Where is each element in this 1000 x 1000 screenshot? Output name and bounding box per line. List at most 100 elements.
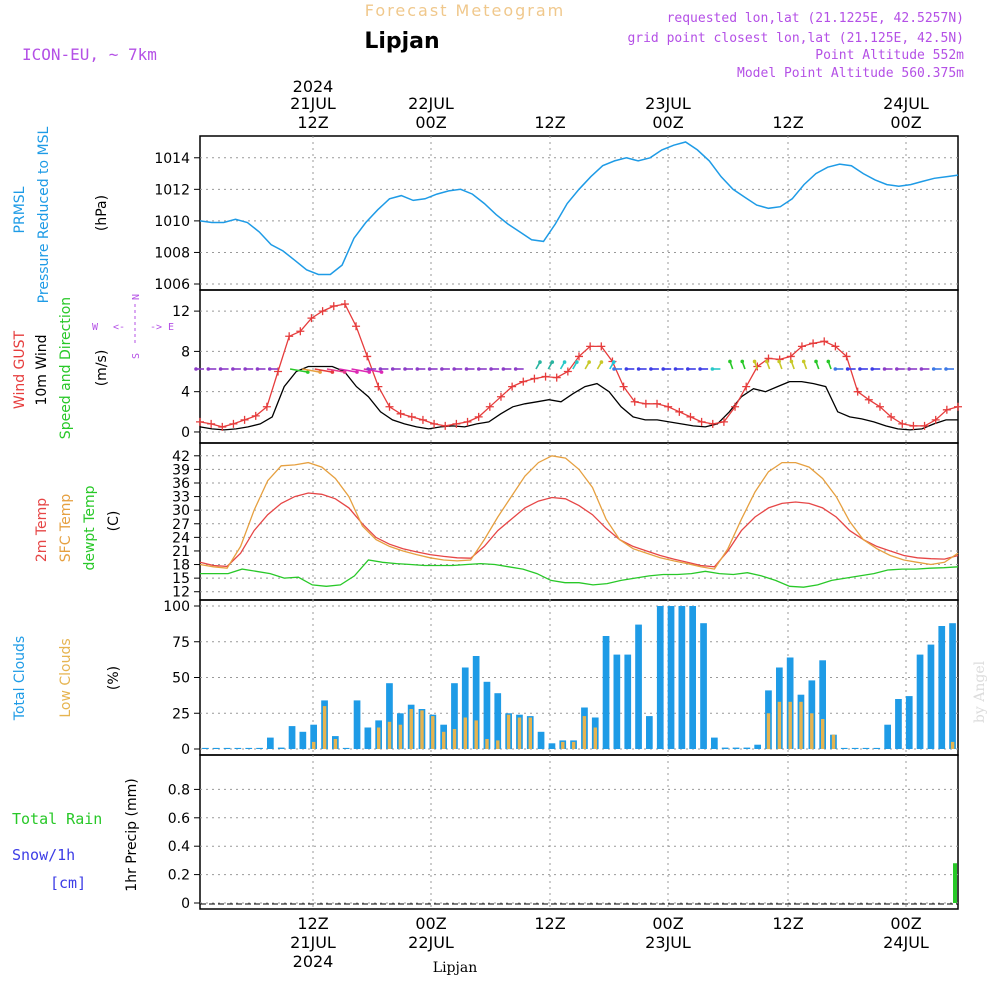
wind-arrowhead-10 (342, 370, 347, 374)
gust-point-68 (954, 402, 962, 411)
ytick-label-pressure-1: 1008 (154, 245, 190, 261)
gust-point-25 (474, 412, 483, 421)
low-cloud-bar-29 (517, 717, 522, 749)
total-cloud-bar-64 (895, 699, 902, 749)
wind-arrowhead-2 (218, 367, 223, 371)
gust-point-2 (218, 422, 227, 431)
ytick-label-clouds-3: 75 (172, 635, 190, 651)
total-clouds-label: Total Clouds (12, 636, 28, 721)
total-cloud-bar-32 (548, 743, 556, 749)
clouds-unit: (%) (106, 666, 122, 690)
total-cloud-bar-62 (873, 747, 881, 749)
gust-point-8 (285, 332, 294, 341)
location-title: Lipjan (364, 29, 439, 54)
low-cloud-bar-23 (452, 729, 457, 749)
wind-arrowhead-22 (464, 367, 469, 371)
gust-point-33 (563, 367, 572, 376)
gust-point-11 (318, 307, 327, 316)
sfc-temp-label: SFC Temp (58, 494, 74, 563)
model-point-altitude: Model Point Altitude 560.375m (737, 66, 964, 81)
total-cloud-bar-8 (288, 726, 296, 749)
wind-arrowhead-37 (649, 367, 653, 371)
footer-location: Lipjan (433, 960, 477, 976)
gust-point-15 (363, 352, 372, 361)
total-cloud-bar-68 (938, 626, 946, 749)
gust-point-55 (809, 339, 818, 348)
ytick-label-temperature-9: 39 (172, 462, 190, 478)
gust-point-66 (931, 415, 940, 424)
gridlines (200, 136, 958, 909)
ytick-label-clouds-2: 50 (172, 671, 190, 687)
gust-point-38 (619, 382, 628, 391)
total-cloud-bar-1 (212, 747, 220, 749)
total-cloud-bar-46 (700, 623, 707, 749)
total-cloud-bar-60 (851, 747, 859, 749)
gust-point-10 (307, 314, 316, 323)
wind-arrowhead-54 (858, 367, 862, 371)
gust-point-49 (742, 382, 751, 391)
wind-arrowhead-0 (194, 367, 198, 371)
dew-line (200, 559, 959, 588)
wind-arrowhead-39 (673, 367, 678, 371)
total-cloud-bar-39 (624, 654, 632, 749)
total-cloud-bar-14 (353, 700, 361, 749)
total-cloud-bar-41 (646, 716, 653, 749)
watermark: by Angel (972, 660, 988, 723)
low-cloud-bar-34 (571, 741, 576, 749)
gust-point-56 (820, 337, 829, 346)
total-cloud-bar-49 (732, 747, 740, 749)
rain-bar-0 (953, 863, 957, 903)
wind-arrowhead-27 (538, 360, 542, 364)
requested-coordinates: requested lon,lat (21.1225E, 42.5257N) (667, 11, 964, 26)
gust-point-48 (731, 402, 740, 411)
ytick-label-pressure-3: 1012 (154, 182, 190, 198)
gust-point-46 (708, 419, 717, 428)
wind-arrowhead-30 (575, 360, 579, 364)
total-cloud-bar-43 (667, 606, 675, 749)
wind-arrowhead-46 (765, 359, 769, 364)
panel-frame-temperature (199, 442, 959, 601)
ytick-label-pressure-4: 1014 (154, 151, 190, 167)
total-cloud-bar-0 (202, 747, 209, 749)
ytick-label-precip-2: 0.4 (168, 839, 190, 855)
rain-label: Total Rain (12, 810, 102, 828)
wind-arrow-11 (339, 368, 358, 373)
low-cloud-bar-57 (821, 719, 825, 749)
bottom-date-5: 24JUL (883, 933, 929, 952)
gust-point-1 (207, 419, 216, 428)
ytick-label-temperature-5: 27 (172, 517, 190, 533)
total-cloud-bar-67 (927, 644, 935, 749)
total-cloud-bar-69 (949, 623, 956, 749)
gust-point-59 (853, 387, 862, 396)
ytick-label-clouds-1: 25 (172, 706, 190, 722)
gust-point-60 (864, 395, 873, 404)
wind-arrowhead-11 (355, 370, 359, 374)
low-cloud-bar-36 (593, 727, 597, 749)
gust-point-36 (597, 342, 606, 351)
total-cloud-bar-44 (678, 606, 686, 749)
top-time-4: 12Z (772, 113, 803, 132)
top-time-1: 00Z (415, 113, 446, 132)
low-cloud-bar-35 (582, 716, 587, 749)
gust-point-65 (920, 421, 929, 430)
ytick-label-clouds-0: 0 (181, 742, 190, 758)
gust-point-30 (530, 374, 539, 383)
total-cloud-bar-9 (299, 731, 307, 749)
total-cloud-bar-47 (711, 737, 718, 749)
top-time-5: 00Z (890, 113, 921, 132)
low-cloud-bar-17 (387, 721, 392, 749)
temp-unit: (C) (106, 511, 122, 532)
bottom-time-5: 00Z (890, 914, 921, 933)
wind-arrowhead-58 (907, 367, 911, 371)
wind-arrowhead-42 (710, 367, 715, 371)
top-year: 2024 (293, 77, 334, 96)
wind10-line (199, 365, 958, 431)
wind-arrowhead-19 (427, 367, 432, 371)
compass-arrow-right: -> (150, 322, 162, 333)
compass-w: W (92, 322, 99, 333)
ytick-label-pressure-2: 1010 (154, 214, 190, 230)
wind-arrowhead-45 (752, 359, 757, 364)
wind-arrowhead-28 (550, 360, 555, 364)
low-cloud-bar-55 (799, 701, 803, 749)
wind-arrowhead-50 (814, 359, 818, 364)
